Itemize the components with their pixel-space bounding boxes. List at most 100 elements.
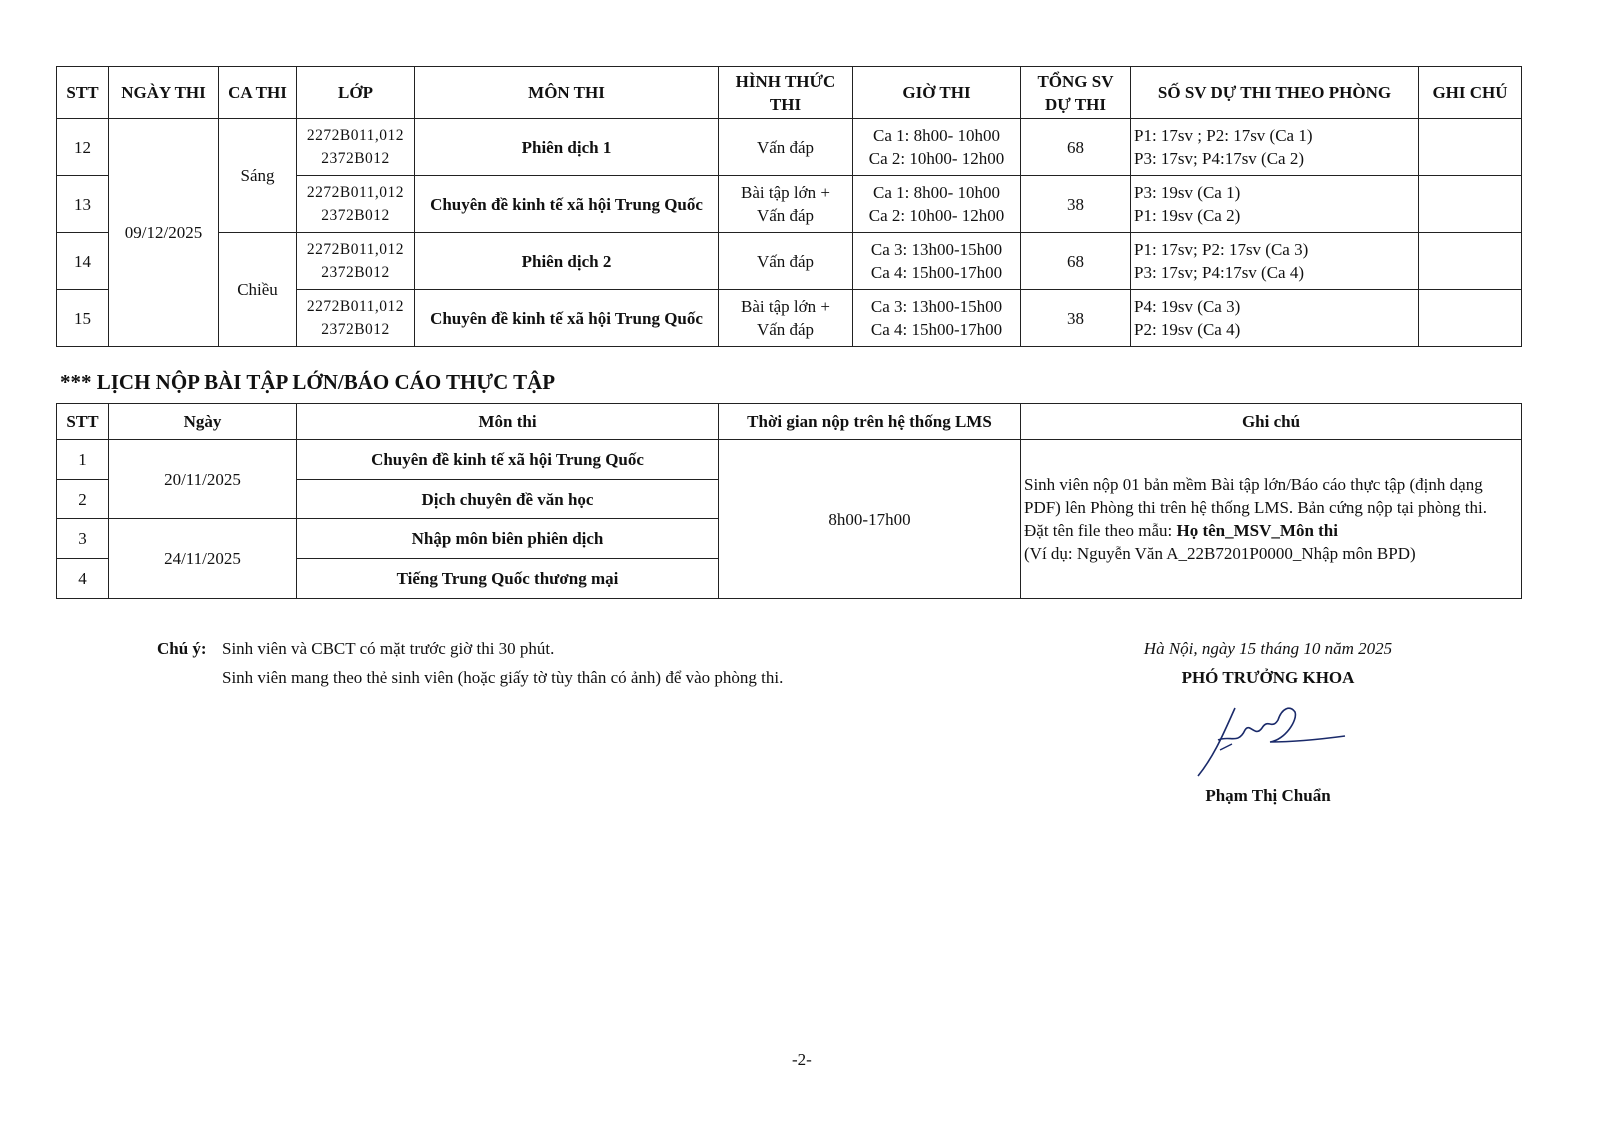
- format-line: Vấn đáp: [756, 251, 815, 271]
- table-row: 4 Tiếng Trung Quốc thương mại: [56, 558, 1522, 599]
- note-text: Sinh viên nộp 01 bản mềm Bài tập lớn/Báo…: [1024, 475, 1488, 517]
- header-cell: Thời gian nộp trên hệ thống LMS: [718, 403, 1021, 440]
- date-cell: 20/11/2025: [108, 439, 297, 519]
- format-cell: Bài tập lớn + Vấn đáp: [718, 175, 853, 233]
- subject-cell: Chuyên đề kinh tế xã hội Trung Quốc: [296, 439, 719, 480]
- header-cell: TỔNG SV DỰ THI: [1020, 66, 1131, 119]
- submission-schedule-table: STT Ngày Môn thi Thời gian nộp trên hệ t…: [56, 403, 1522, 599]
- room-line: P4: 19sv (Ca 3): [1134, 297, 1241, 316]
- format-cell: Bài tập lớn + Vấn đáp: [718, 289, 853, 347]
- table-row: 14 Chiều 2272B011,012 2372B012 Phiên dịch…: [56, 232, 1522, 347]
- time-line: Ca 2: 10h00- 12h00: [868, 149, 1005, 168]
- stt-cell: 1: [56, 439, 109, 480]
- time-line: Ca 3: 13h00-15h00: [870, 297, 1003, 316]
- room-line: P1: 19sv (Ca 2): [1134, 206, 1241, 225]
- header-cell: Ghi chú: [1020, 403, 1522, 440]
- header-cell: GIỜ THI: [852, 66, 1021, 119]
- note-cell: Sinh viên nộp 01 bản mềm Bài tập lớn/Báo…: [1020, 439, 1522, 599]
- stt-cell: 14: [56, 232, 109, 290]
- subject-cell: Tiếng Trung Quốc thương mại: [296, 558, 719, 599]
- format-line: Vấn đáp: [756, 206, 815, 225]
- handwritten-signature: [1197, 707, 1346, 777]
- room-line: P3: 17sv; P4:17sv (Ca 2): [1134, 149, 1305, 168]
- table-row: 13 2272B011,012 2372B012 Chuyên đề kinh t…: [56, 175, 1522, 233]
- room-line: P2: 19sv (Ca 4): [1134, 320, 1241, 339]
- section-title: *** LỊCH NỘP BÀI TẬP LỚN/BÁO CÁO THỰC TẬ…: [60, 370, 556, 394]
- session-cell: Sáng: [218, 118, 297, 233]
- subject-cell: Dịch chuyên đề văn học: [296, 479, 719, 519]
- class-line: 2272B011,012: [306, 241, 405, 258]
- class-line: 2372B012: [321, 321, 390, 338]
- table-row: 12 09/12/2025 Sáng 2272B011,012 2372B012 …: [56, 118, 1522, 347]
- time-line: Ca 2: 10h00- 12h00: [868, 206, 1005, 225]
- room-cell: P1: 17sv ; P2: 17sv (Ca 1) P3: 17sv; P4:1…: [1130, 118, 1419, 176]
- format-line: Vấn đáp: [756, 320, 815, 339]
- class-cell: 2272B011,012 2372B012: [296, 118, 415, 176]
- note-cell: [1418, 232, 1522, 290]
- class-line: 2272B011,012: [306, 184, 405, 201]
- stt-cell: 3: [56, 518, 109, 559]
- time-line: Ca 4: 15h00-17h00: [870, 320, 1003, 339]
- total-cell: 38: [1020, 175, 1131, 233]
- notes-line: Sinh viên và CBCT có mặt trước giờ thi 3…: [222, 639, 555, 658]
- subject-cell: Phiên dịch 1: [414, 118, 719, 176]
- page-number: -2-: [792, 1050, 812, 1069]
- signer-name: Phạm Thị Chuẩn: [1205, 786, 1331, 805]
- header-cell: MÔN THI: [414, 66, 719, 119]
- room-cell: P3: 19sv (Ca 1) P1: 19sv (Ca 2): [1130, 175, 1419, 233]
- room-line: P1: 17sv; P2: 17sv (Ca 3): [1134, 240, 1309, 259]
- format-cell: Vấn đáp: [718, 118, 853, 176]
- class-line: 2272B011,012: [306, 298, 405, 315]
- time-cell: Ca 1: 8h00- 10h00 Ca 2: 10h00- 12h00: [852, 175, 1021, 233]
- session-cell: Chiều: [218, 232, 297, 347]
- total-cell: 68: [1020, 118, 1131, 176]
- time-cell: Ca 1: 8h00- 10h00 Ca 2: 10h00- 12h00: [852, 118, 1021, 176]
- header-cell: STT: [56, 66, 109, 119]
- class-line: 2372B012: [321, 207, 390, 224]
- table-row: 2 Dịch chuyên đề văn học: [56, 479, 1522, 519]
- table-row: 1 20/11/2025 Chuyên đề kinh tế xã hội Tr…: [56, 439, 1522, 599]
- date-cell: 09/12/2025: [108, 118, 219, 347]
- room-line: P1: 17sv ; P2: 17sv (Ca 1): [1134, 126, 1313, 145]
- header-cell: GHI CHÚ: [1418, 66, 1522, 119]
- time-line: Ca 1: 8h00- 10h00: [872, 126, 1001, 145]
- stt-cell: 12: [56, 118, 109, 176]
- stt-cell: 13: [56, 175, 109, 233]
- header-cell: LỚP: [296, 66, 415, 119]
- note-cell: [1418, 289, 1522, 347]
- time-line: Ca 3: 13h00-15h00: [870, 240, 1003, 259]
- time-cell: 8h00-17h00: [718, 439, 1021, 599]
- place-date: Hà Nội, ngày 15 tháng 10 năm 2025: [1143, 639, 1393, 658]
- total-cell: 68: [1020, 232, 1131, 290]
- class-line: 2272B011,012: [306, 127, 405, 144]
- table-row: 15 2272B011,012 2372B012 Chuyên đề kinh t…: [56, 289, 1522, 347]
- class-line: 2372B012: [321, 150, 390, 167]
- format-line: Bài tập lớn +: [741, 183, 830, 202]
- class-cell: 2272B011,012 2372B012: [296, 175, 415, 233]
- total-cell: 38: [1020, 289, 1131, 347]
- notes-label: Chú ý:: [157, 639, 207, 658]
- table-row: 3 24/11/2025 Nhập môn biên phiên dịch: [56, 518, 1522, 599]
- note-filename-prefix: Đặt tên file theo mẫu:: [1024, 521, 1177, 540]
- format-line: Bài tập lớn +: [741, 297, 830, 316]
- date-cell: 24/11/2025: [108, 518, 297, 599]
- stt-cell: 2: [56, 479, 109, 519]
- signer-title: PHÓ TRƯỞNG KHOA: [1181, 668, 1355, 687]
- class-line: 2372B012: [321, 264, 390, 281]
- format-line: Vấn đáp: [756, 137, 815, 157]
- note-filename: Đặt tên file theo mẫu: Họ tên_MSV_Môn th…: [1024, 519, 1519, 542]
- note-cell: [1418, 175, 1522, 233]
- time-cell: Ca 3: 13h00-15h00 Ca 4: 15h00-17h00: [852, 232, 1021, 290]
- table-header-row: STT NGÀY THI CA THI LỚP MÔN THI HÌNH THỨ…: [56, 66, 1522, 119]
- exam-schedule-table: STT NGÀY THI CA THI LỚP MÔN THI HÌNH THỨ…: [56, 66, 1522, 347]
- header-cell: Ngày: [108, 403, 297, 440]
- header-cell: Môn thi: [296, 403, 719, 440]
- time-cell: Ca 3: 13h00-15h00 Ca 4: 15h00-17h00: [852, 289, 1021, 347]
- subject-cell: Phiên dịch 2: [414, 232, 719, 290]
- header-cell: CA THI: [218, 66, 297, 119]
- header-cell: SỐ SV DỰ THI THEO PHÒNG: [1130, 66, 1419, 119]
- note-cell: [1418, 118, 1522, 176]
- room-cell: P1: 17sv; P2: 17sv (Ca 3) P3: 17sv; P4:17…: [1130, 232, 1419, 290]
- header-cell: NGÀY THI: [108, 66, 219, 119]
- header-cell: HÌNH THỨC THI: [718, 66, 853, 119]
